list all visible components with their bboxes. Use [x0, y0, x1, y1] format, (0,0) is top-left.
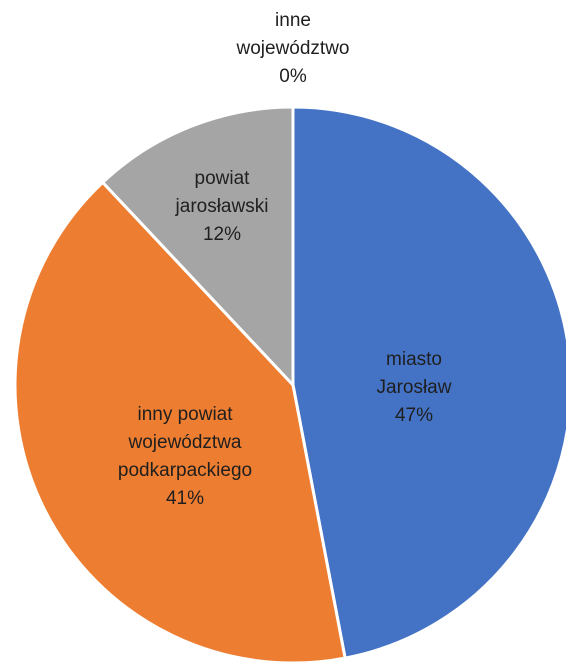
data-label-inne-wojewodztwo: inne województwo 0%	[236, 10, 350, 87]
data-label-inny-powiat-wojewodztwa-podkarpackiego: inny powiat województwa podkarpackiego 41%	[118, 404, 252, 509]
pie-slice-inny-powiat-wojewodztwa-podkarpackiego	[13, 180, 347, 664]
data-label-line: województwo	[236, 38, 350, 59]
pie-labels: miasto Jarosław 47% inny powiat województwa p…	[118, 10, 452, 509]
data-label-line: województwa	[128, 432, 242, 453]
data-label-miasto-jaroslaw: miasto Jarosław 47%	[377, 349, 452, 426]
data-label-percent: 12%	[203, 224, 241, 245]
data-label-line: jarosławski	[175, 196, 269, 217]
pie-slices	[13, 105, 566, 664]
data-label-percent: 41%	[166, 488, 204, 509]
data-label-line: inny powiat	[137, 404, 233, 425]
data-label-line: miasto	[386, 349, 442, 370]
pie-slice-powiat-jaroslawski	[101, 105, 295, 387]
data-label-line: inne	[275, 10, 311, 31]
data-label-powiat-jaroslawski: powiat jarosławski 12%	[175, 168, 269, 245]
data-label-percent: 0%	[279, 66, 307, 87]
data-label-line: powiat	[195, 168, 251, 189]
pie-slice-miasto-jaroslaw	[291, 105, 566, 660]
data-label-line: Jarosław	[377, 377, 452, 398]
data-label-percent: 47%	[395, 405, 433, 426]
data-label-line: podkarpackiego	[118, 460, 252, 481]
